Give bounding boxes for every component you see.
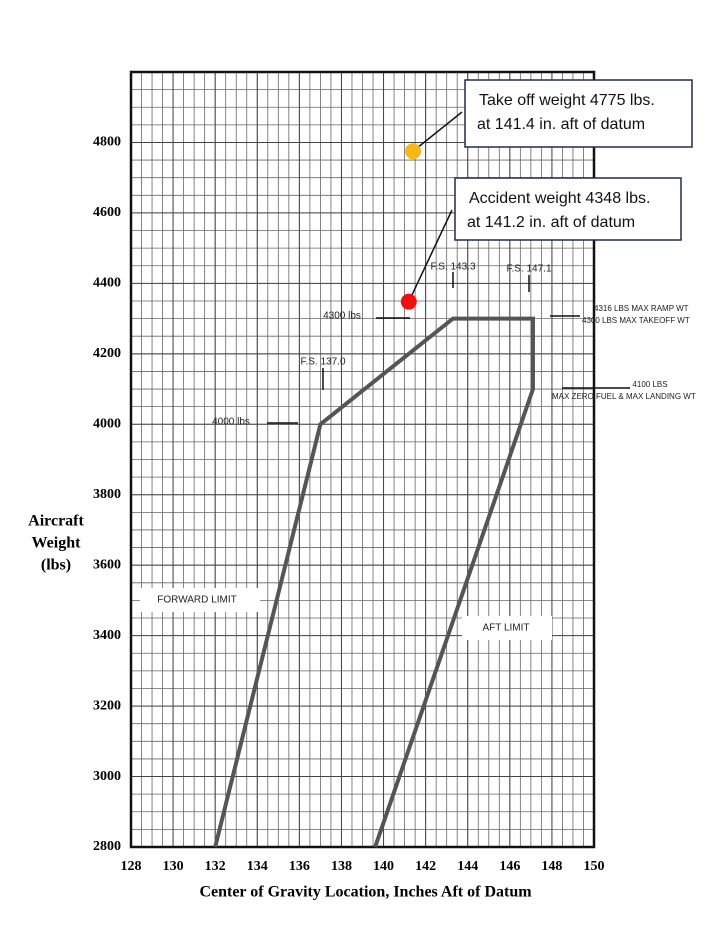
annotation: F.S. 147.1 bbox=[506, 264, 551, 275]
callout-leader bbox=[412, 111, 463, 152]
y-tick-label: 4600 bbox=[93, 205, 121, 220]
x-tick-label: 130 bbox=[163, 859, 184, 874]
y-tick-label: 3800 bbox=[93, 487, 121, 502]
annotation: F.S. 143.3 bbox=[430, 262, 475, 273]
annotation: 4300 lbs bbox=[323, 311, 361, 322]
callout-leader bbox=[408, 209, 453, 303]
y-tick-label: 4200 bbox=[93, 346, 121, 361]
x-tick-label: 146 bbox=[499, 859, 520, 874]
x-tick-label: 144 bbox=[457, 859, 478, 874]
annotation: 4100 LBS bbox=[632, 380, 667, 389]
label-background bbox=[462, 616, 552, 640]
annotation: F.S. 137.0 bbox=[300, 357, 345, 368]
annotation: AFT LIMIT bbox=[482, 623, 529, 634]
y-axis-title: Aircraft bbox=[28, 513, 84, 530]
y-tick-label: 2800 bbox=[93, 839, 121, 854]
x-tick-label: 138 bbox=[331, 859, 352, 874]
callout-box bbox=[454, 177, 682, 241]
y-axis-title: Weight bbox=[32, 535, 82, 552]
y-tick-label: 3600 bbox=[93, 557, 121, 572]
plot-frame bbox=[129, 70, 596, 849]
y-tick-label: 3400 bbox=[93, 628, 121, 643]
x-tick-label: 142 bbox=[415, 859, 436, 874]
annotation: 4000 lbs bbox=[212, 417, 250, 428]
x-tick-label: 134 bbox=[247, 859, 268, 874]
cg-envelope bbox=[213, 316, 535, 848]
label-background bbox=[140, 588, 260, 612]
annotation: FORWARD LIMIT bbox=[157, 595, 236, 606]
y-axis-title: (lbs) bbox=[41, 557, 71, 574]
callout-text: Accident weight 4348 lbs. bbox=[469, 190, 650, 207]
x-tick-label: 128 bbox=[121, 859, 142, 874]
annotation: MAX ZERO FUEL & MAX LANDING WT bbox=[552, 392, 696, 401]
x-axis-title: Center of Gravity Location, Inches Aft o… bbox=[199, 884, 532, 901]
x-tick-label: 148 bbox=[541, 859, 562, 874]
y-tick-label: 3200 bbox=[93, 698, 121, 713]
callout-text: at 141.2 in. aft of datum bbox=[467, 214, 635, 231]
x-tick-label: 150 bbox=[584, 859, 605, 874]
y-tick-label: 4400 bbox=[93, 276, 121, 291]
data-point bbox=[405, 143, 422, 160]
y-tick-label: 3000 bbox=[93, 769, 121, 784]
data-point bbox=[400, 293, 417, 310]
x-tick-label: 132 bbox=[205, 859, 226, 874]
x-tick-label: 136 bbox=[289, 859, 310, 874]
y-tick-label: 4800 bbox=[93, 135, 121, 150]
annotation: 4316 LBS MAX RAMP WT bbox=[594, 304, 689, 313]
callout-text: at 141.4 in. aft of datum bbox=[477, 116, 645, 133]
x-tick-label: 140 bbox=[373, 859, 394, 874]
callout-text: Take off weight 4775 lbs. bbox=[479, 92, 655, 109]
y-tick-label: 4000 bbox=[93, 416, 121, 431]
callout-box bbox=[464, 79, 693, 148]
annotation: 4300 LBS MAX TAKEOFF WT bbox=[582, 316, 690, 325]
